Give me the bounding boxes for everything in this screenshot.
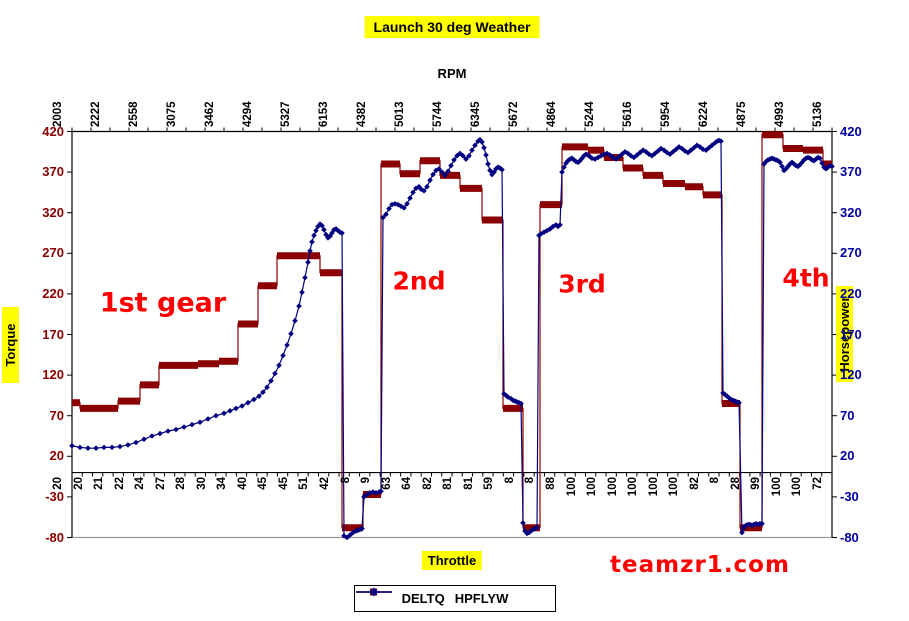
throttle-axis-label: 30 [195,477,208,490]
throttle-axis-label: 64 [401,477,414,490]
left-axis-label: 120 [42,367,64,383]
legend: DELTQ HPFLYW [354,585,556,612]
rpm-axis-label: 3075 [166,101,178,127]
throttle-axis-label: 42 [319,477,332,490]
left-axis-label: -80 [45,529,64,545]
annotation-3rd-gear: 3rd [558,269,606,299]
rpm-axis-label: 5744 [432,101,444,127]
legend-label-hpflyw: HPFLYW [454,591,509,606]
top-axis-title: RPM [437,66,467,81]
left-axis-label: 370 [42,164,64,180]
rpm-axis-label: 5954 [660,101,672,127]
throttle-axis-label: 100 [770,477,783,497]
bottom-axis-title: Throttle [421,551,483,570]
rpm-axis-label: 5136 [812,101,824,127]
throttle-axis-label: 8 [503,477,516,484]
rpm-axis-label: 3462 [204,101,216,127]
throttle-axis-label: 81 [462,477,475,490]
rpm-axis-label: 2003 [52,101,64,127]
rpm-axis-label: 4993 [774,101,786,127]
throttle-axis-label: 8 [709,477,722,484]
annotation-4th-gear: 4th [782,263,830,293]
throttle-axis-label: 45 [257,477,270,490]
rpm-axis-label: 4294 [242,101,254,127]
rpm-axis-label: 5244 [584,101,596,127]
throttle-axis-label: 100 [668,477,681,497]
throttle-axis-label: 100 [791,477,804,497]
throttle-axis-label: 100 [647,477,660,497]
throttle-axis-label: 22 [113,477,126,490]
rpm-axis-label: 6153 [318,101,330,127]
throttle-axis-label: 45 [277,477,290,490]
left-axis-label: 320 [42,204,64,220]
watermark-teamzr1: teamzr1.com [610,552,790,578]
rpm-axis-label: 6345 [470,101,482,127]
left-axis-label: 270 [42,245,64,261]
right-axis-label: 320 [840,204,862,220]
rpm-axis-label: 2558 [128,101,140,127]
left-axis-label: -30 [45,488,64,504]
right-axis-label: 120 [840,367,862,383]
annotation-1st-gear: 1st gear [99,287,227,319]
throttle-axis-label: 88 [544,477,557,490]
left-axis-label: 420 [42,123,64,139]
right-axis-label: -30 [840,488,859,504]
rpm-axis-label: 4382 [356,101,368,127]
right-axis-label: 370 [840,164,862,180]
left-axis-title: Torque [2,307,19,383]
left-axis-label: 20 [49,448,64,464]
throttle-axis-label: 99 [750,477,763,490]
throttle-axis-label: 40 [236,477,249,490]
throttle-axis-label: 8 [339,477,352,484]
left-axis-label: 220 [42,285,64,301]
throttle-axis-label: 59 [483,477,496,490]
throttle-axis-label: 27 [154,477,167,490]
rpm-axis-label: 5616 [622,101,634,127]
rpm-axis-label: 6224 [698,101,710,127]
throttle-axis-label: 51 [298,477,311,490]
throttle-axis-label: 20 [52,477,64,490]
throttle-axis-label: 24 [134,477,147,490]
throttle-axis-label: 100 [586,477,599,497]
right-axis-label: 220 [840,285,862,301]
right-axis-label: 170 [840,326,862,342]
left-axis-label: 170 [42,326,64,342]
throttle-axis-label: 34 [216,477,229,490]
annotation-2nd-gear: 2nd [392,266,446,296]
legend-item-deltq: DELTQ [356,588,445,606]
legend-item-hpflyw: HPFLYW [356,587,509,606]
rpm-axis-label: 5013 [394,101,406,127]
chart-title: Launch 30 deg Weather [364,16,540,38]
throttle-axis-label: 81 [442,477,455,490]
right-axis-label: 420 [840,123,862,139]
throttle-axis-label: 20 [72,477,85,490]
throttle-axis-label: 72 [812,477,824,490]
throttle-axis-label: 28 [175,477,188,490]
legend-label-deltq: DELTQ [401,591,445,606]
throttle-axis-label: 8 [524,477,537,484]
rpm-axis-label: 2222 [90,101,102,127]
right-axis-label: 20 [840,448,855,464]
left-axis-label: 70 [49,407,64,423]
throttle-axis-label: 100 [565,477,578,497]
throttle-axis-label: 9 [360,477,373,484]
rpm-axis-label: 4864 [546,101,558,127]
throttle-axis-label: 82 [421,477,434,490]
rpm-axis-label: 5672 [508,101,520,127]
throttle-axis-label: 82 [688,477,701,490]
right-axis-label: 70 [840,407,855,423]
rpm-axis-label: 4875 [736,101,748,127]
hpflyw-marker-icon [356,587,392,597]
throttle-axis-label: 63 [380,477,393,490]
right-axis-label: 270 [840,245,862,261]
rpm-axis-label: 5327 [280,101,292,127]
throttle-axis-label: 100 [606,477,619,497]
right-axis-label: -80 [840,529,859,545]
throttle-axis-label: 28 [729,477,742,490]
throttle-axis-label: 21 [93,477,106,490]
throttle-axis-label: 100 [627,477,640,497]
